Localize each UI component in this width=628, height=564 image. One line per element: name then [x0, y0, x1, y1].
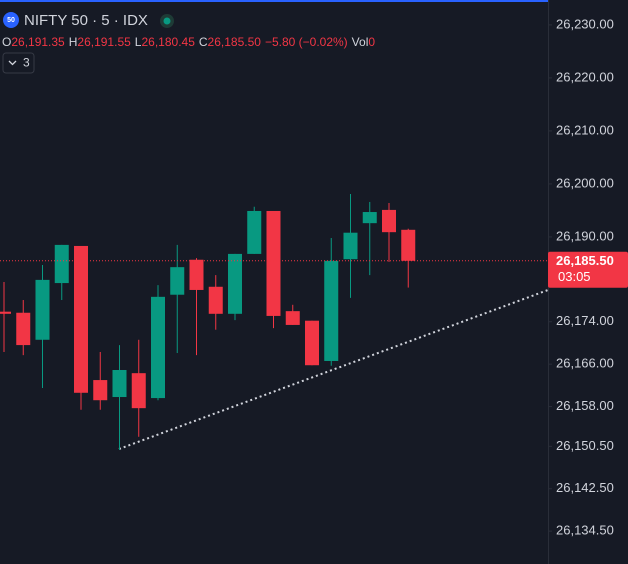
indicator-count: 3 — [23, 56, 30, 70]
candles — [0, 194, 416, 451]
candle-body — [170, 267, 185, 295]
chevron — [8, 60, 17, 66]
y-tick-label: 26,142.50 — [556, 480, 614, 495]
candle-body — [74, 245, 88, 393]
candle-body — [131, 373, 146, 409]
countdown: 03:05 — [558, 269, 591, 284]
ohlc-label: C — [199, 35, 208, 49]
candle-body — [112, 369, 127, 398]
candle-body — [151, 296, 165, 399]
change: −5.80 (−0.02%) — [265, 35, 348, 49]
ohlc-value: 26,185.50 — [208, 35, 262, 49]
ohlc-value: 26,180.45 — [141, 35, 195, 49]
last-price-box — [548, 251, 628, 288]
candle-body — [382, 209, 396, 233]
y-tick-label: 26,134.50 — [556, 523, 614, 538]
ohlc-label: L — [135, 35, 142, 49]
y-tick-label: 26,210.00 — [556, 122, 614, 137]
status-dot — [163, 17, 171, 25]
indicator-toggle[interactable] — [2, 52, 35, 74]
candle-body — [35, 279, 50, 340]
ohlc-label: H — [69, 35, 78, 49]
ohlc-value: 26,191.35 — [11, 35, 65, 49]
candle-body — [93, 380, 108, 401]
ohlc-legend: O26,191.35 H26,191.55 L26,180.45 C26,185.50… — [2, 35, 375, 49]
ohlc-value: 26,191.55 — [77, 35, 131, 49]
y-tick-label: 26,230.00 — [556, 16, 614, 31]
last-price-label: 26,185.50 — [556, 253, 614, 268]
candle-body — [401, 229, 416, 261]
candle-body — [266, 210, 281, 316]
y-tick-label: 26,150.50 — [556, 438, 614, 453]
price-axis: 26,230.00 26,220.00 26,210.00 26,200.00 26,1… — [548, 16, 628, 538]
candle-body — [285, 311, 300, 325]
candle-body — [208, 286, 223, 314]
candle-body — [0, 311, 11, 314]
y-tick-label: 26,220.00 — [556, 69, 614, 84]
y-tick-label: 26,174.00 — [556, 313, 614, 328]
candle-body — [324, 260, 339, 361]
trend-line — [118, 289, 549, 450]
candle-body — [54, 244, 69, 284]
candle-body — [305, 320, 319, 366]
volume-value: 0 — [368, 35, 375, 49]
ohlc-label: O — [2, 35, 11, 49]
y-tick-label: 26,166.00 — [556, 356, 614, 371]
symbol-badge: 50 — [7, 17, 15, 24]
chart-title[interactable]: NIFTY 50 · 5 · IDX — [24, 12, 148, 29]
volume-label: Vol — [352, 35, 369, 49]
y-tick-label: 26,200.00 — [556, 175, 614, 190]
candle-body — [228, 253, 242, 314]
candle-body — [362, 212, 377, 224]
symbol-icon — [3, 12, 19, 28]
y-tick-label: 26,158.00 — [556, 398, 614, 413]
candle-body — [16, 312, 31, 346]
y-tick-label: 26,190.00 — [556, 228, 614, 243]
candle-body — [189, 259, 204, 290]
candle-body — [247, 210, 262, 254]
candle-body — [343, 232, 358, 260]
